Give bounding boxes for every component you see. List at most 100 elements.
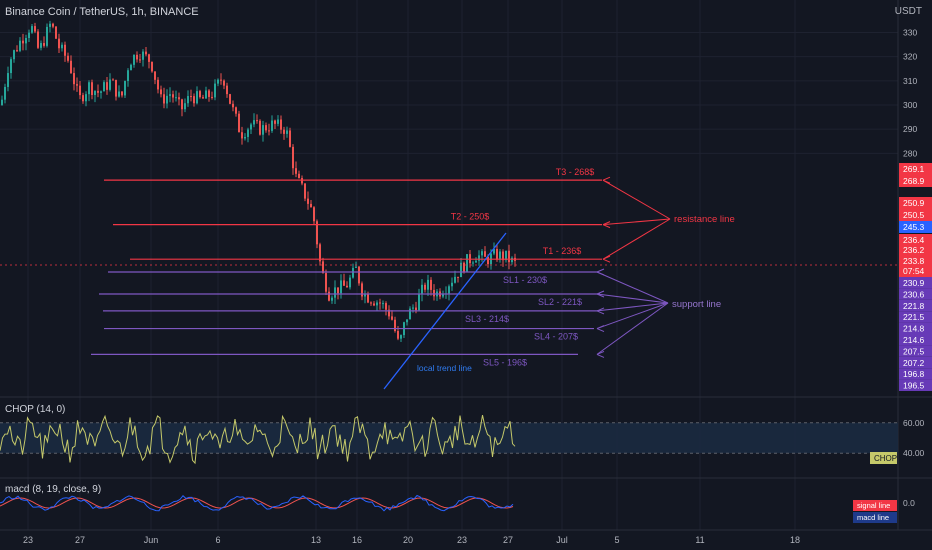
candle-body <box>238 113 240 133</box>
candle-body <box>19 40 21 51</box>
price-badge <box>899 334 932 346</box>
candle-body <box>148 54 150 62</box>
candle-body <box>67 55 69 61</box>
price-tick: 300 <box>903 100 917 110</box>
candle-body <box>307 198 309 204</box>
candle-body <box>295 168 297 174</box>
price-badge <box>899 299 932 312</box>
candle-body <box>376 302 378 306</box>
price-badge <box>899 368 932 380</box>
candle-body <box>136 54 138 60</box>
candle-body <box>280 119 282 130</box>
candle-body <box>370 302 372 304</box>
support-arrow <box>596 302 669 355</box>
candle-body <box>430 279 432 290</box>
candle-body <box>181 99 183 110</box>
candle-body <box>382 303 384 305</box>
candle-body <box>484 251 486 257</box>
candle-body <box>211 96 213 98</box>
candle-body <box>397 331 399 339</box>
candle-body <box>511 257 513 263</box>
candle-body <box>337 287 339 294</box>
candle-body <box>70 60 72 74</box>
candle-body <box>322 261 324 274</box>
candle-body <box>277 119 279 124</box>
candle-body <box>313 207 315 222</box>
candle-body <box>505 250 507 261</box>
candle-body <box>142 51 144 60</box>
macd-tick: 0.0 <box>903 498 915 508</box>
price-badge-text: 196.5 <box>903 381 925 391</box>
price-badge <box>899 221 932 233</box>
arrow-head <box>596 290 605 298</box>
candle-body <box>79 85 81 96</box>
price-badge-text: 250.5 <box>903 210 925 220</box>
price-badge-text: 196.8 <box>903 369 925 379</box>
time-tick: 18 <box>790 535 800 545</box>
candle-body <box>154 71 156 80</box>
price-badge-text: 207.2 <box>903 358 925 368</box>
candle-body <box>7 73 9 87</box>
resistance-arrow <box>602 218 671 226</box>
trend-label: local trend line <box>417 363 472 373</box>
candle-body <box>361 283 363 297</box>
macd-line <box>0 494 514 512</box>
price-badge-text: 214.6 <box>903 335 925 345</box>
candle-body <box>442 294 444 297</box>
candle-body <box>463 262 465 272</box>
candle-body <box>139 59 141 61</box>
price-badge-text: 236.4 <box>903 235 925 245</box>
price-badge <box>899 288 932 300</box>
candle-body <box>373 303 375 306</box>
candle-body <box>433 289 435 297</box>
candle-body <box>16 50 18 52</box>
candle-body <box>418 294 420 311</box>
candle-body <box>205 90 207 99</box>
candle-body <box>493 249 495 254</box>
candle-body <box>220 79 222 81</box>
candle-body <box>160 89 162 95</box>
candle-body <box>355 266 357 268</box>
candle-body <box>13 50 15 60</box>
price-badge-text: 214.8 <box>903 324 925 334</box>
time-tick: 11 <box>695 535 704 545</box>
candle-body <box>157 79 159 90</box>
price-badge-text: 268.9 <box>903 176 925 186</box>
price-unit: USDT <box>894 6 922 17</box>
candle-body <box>481 251 483 256</box>
resistance-arrow <box>602 179 671 220</box>
arrow-head <box>602 176 611 184</box>
candle-body <box>400 335 402 339</box>
level-label: T2 - 250$ <box>451 212 490 222</box>
candle-body <box>52 23 54 27</box>
candle-body <box>349 277 351 288</box>
candle-body <box>175 97 177 99</box>
time-tick: 27 <box>75 535 85 545</box>
chop-tick: 60.00 <box>903 418 925 428</box>
candle-body <box>304 183 306 199</box>
price-badge <box>899 234 932 246</box>
level-label: SL5 - 196$ <box>483 357 527 367</box>
candle-body <box>10 59 12 74</box>
price-tick: 310 <box>903 76 917 86</box>
signal-line <box>0 497 514 509</box>
candle-body <box>421 284 423 295</box>
candle-body <box>487 256 489 265</box>
price-badge <box>899 163 932 175</box>
level-label: SL3 - 214$ <box>465 314 509 324</box>
candle-body <box>250 124 252 130</box>
candle-body <box>289 130 291 147</box>
level-label: T1 - 236$ <box>543 246 582 256</box>
candle-body <box>232 103 234 108</box>
candle-body <box>379 302 381 304</box>
price-badge-text: 207.5 <box>903 346 925 356</box>
candle-body <box>166 95 168 104</box>
candle-body <box>391 316 393 320</box>
arrow-head <box>602 221 611 229</box>
candle-body <box>109 79 111 90</box>
price-badge <box>899 175 932 187</box>
candle-body <box>394 319 396 332</box>
candle-body <box>265 125 267 131</box>
arrow-head <box>596 307 605 315</box>
